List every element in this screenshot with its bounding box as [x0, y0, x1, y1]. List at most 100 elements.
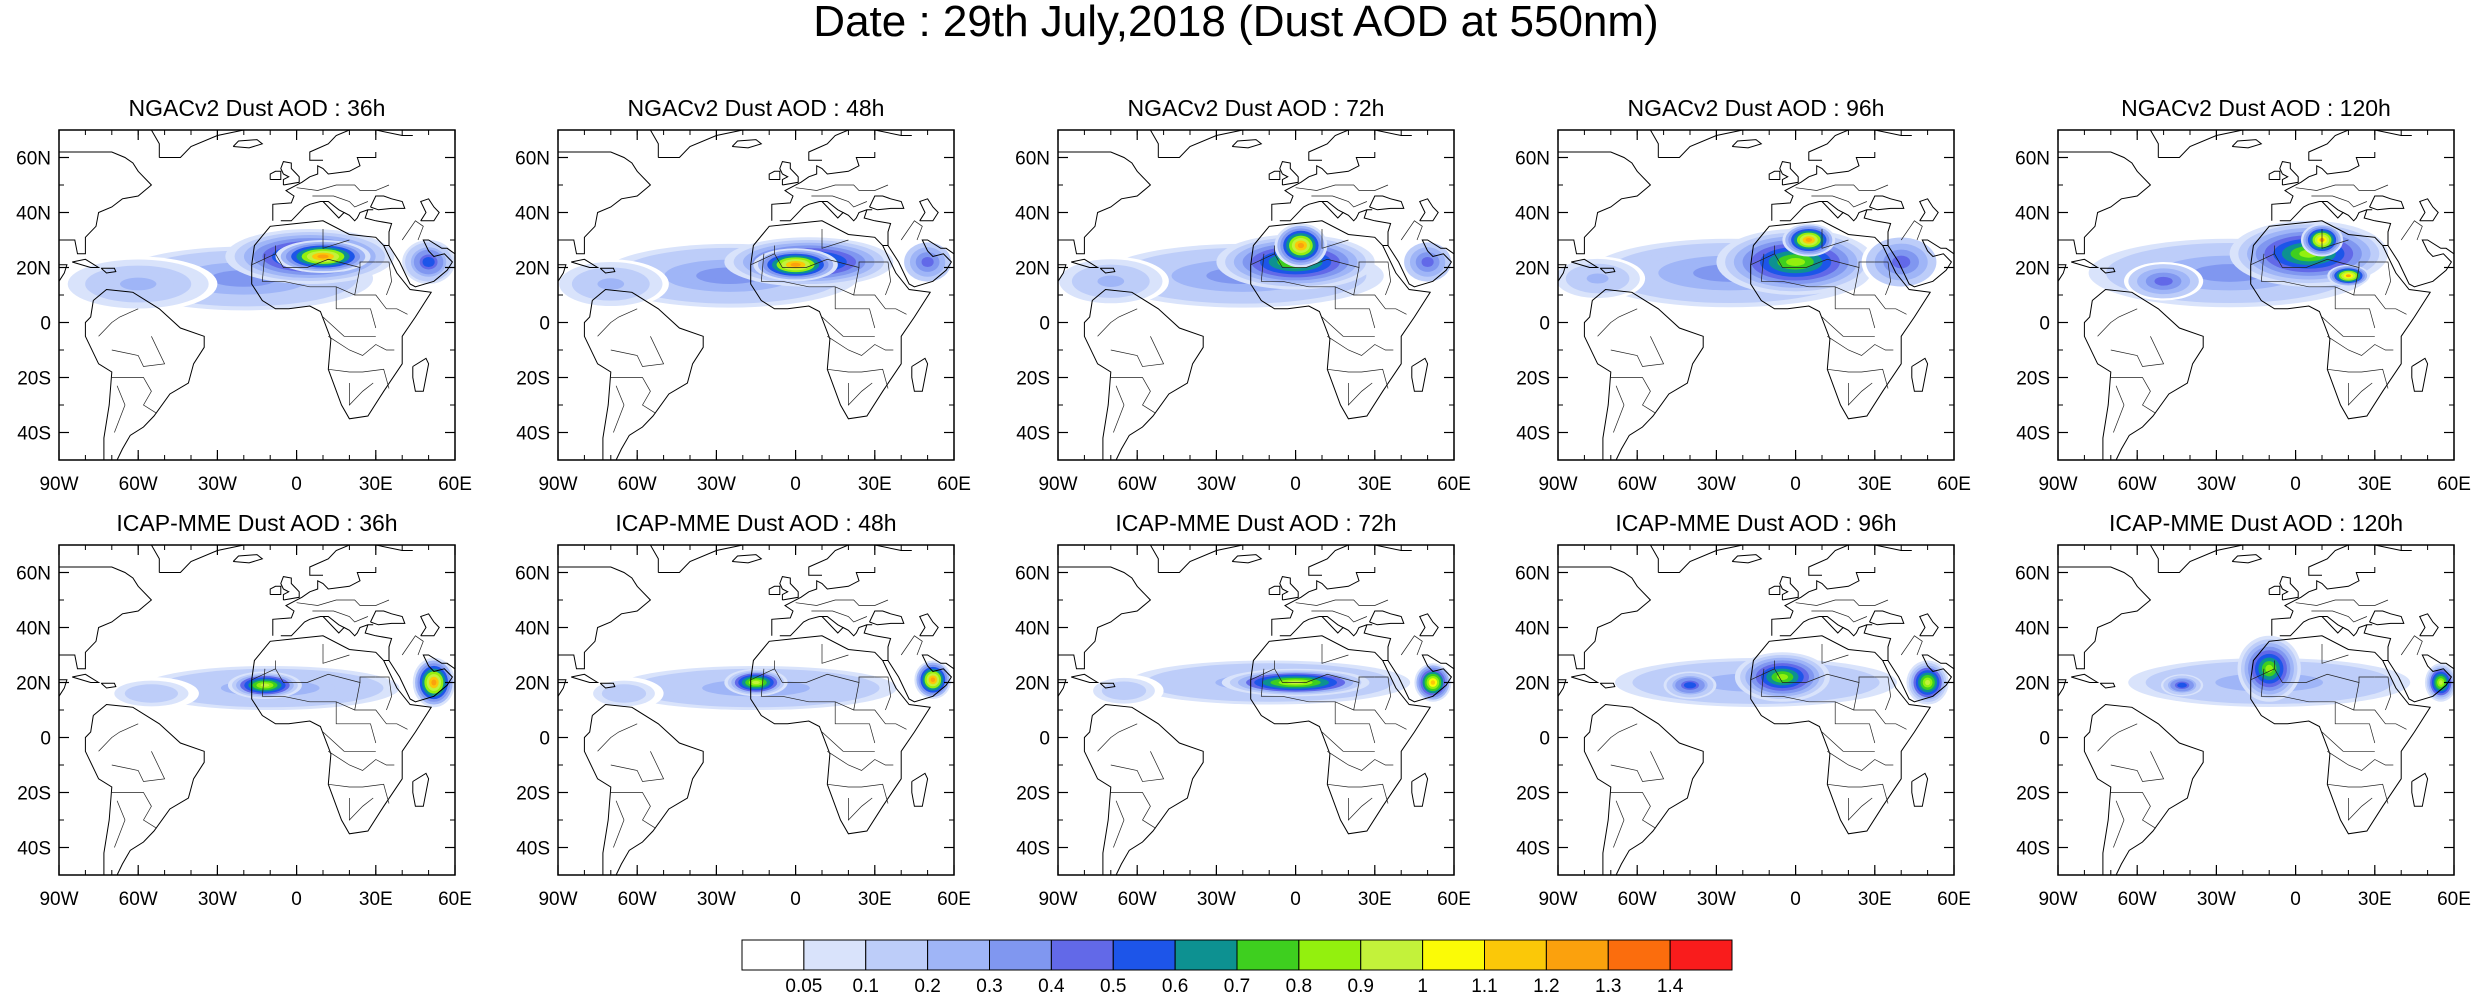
- lon-tick-label: 90W: [538, 474, 577, 495]
- colorbar-swatch: [1669, 939, 1733, 971]
- lat-tick-label: 60N: [515, 149, 550, 170]
- country-borders: [1097, 184, 1423, 433]
- colorbar-swatch: [1112, 939, 1176, 971]
- lat-tick-label: 20N: [2015, 674, 2050, 695]
- colorbar-swatch: [1607, 939, 1671, 971]
- dust-field: [59, 229, 455, 315]
- lon-tick-label: 0: [1290, 474, 1301, 495]
- panel-title: NGACv2 Dust AOD : 48h: [628, 95, 885, 121]
- lon-tick-label: 60W: [2118, 474, 2157, 495]
- lon-tick-label: 30W: [198, 889, 237, 910]
- lon-tick-label: 60W: [1118, 474, 1157, 495]
- map-panel-8: ICAP-MME Dust AOD : 96h 90W 60W 30W 0 30E 60E 6…: [1515, 510, 1971, 910]
- lon-tick-label: 30W: [697, 889, 736, 910]
- colorbar-label: 0.7: [1224, 976, 1250, 995]
- colorbar-label: 0.4: [1038, 976, 1065, 995]
- coastlines: [1058, 130, 1454, 460]
- lon-tick-label: 30E: [1858, 474, 1892, 495]
- colorbar-label: 0.05: [785, 976, 822, 995]
- dust-contour: [260, 683, 270, 687]
- lat-tick-label: 60N: [16, 564, 51, 585]
- map-panel-6: ICAP-MME Dust AOD : 48h 90W 60W 30W 0 30E 60E 6…: [515, 510, 971, 910]
- lon-tick-label: 60E: [1937, 474, 1971, 495]
- lat-tick-label: 0: [539, 314, 550, 335]
- lat-tick-label: 20N: [515, 674, 550, 695]
- dust-contour: [2210, 268, 2249, 278]
- dust-field: [584, 660, 952, 713]
- lat-tick-label: 20N: [16, 259, 51, 280]
- lon-tick-label: 60E: [1437, 889, 1471, 910]
- dust-field: [1597, 652, 1949, 710]
- lat-tick-label: 60N: [1015, 564, 1050, 585]
- lon-tick-label: 60W: [119, 474, 158, 495]
- panel-title: ICAP-MME Dust AOD : 96h: [1615, 510, 1896, 536]
- lon-tick-label: 90W: [2038, 474, 2077, 495]
- colorbar-label: 1.4: [1657, 976, 1684, 995]
- lat-tick-label: 40S: [1016, 424, 1050, 445]
- lon-tick-label: 60E: [937, 474, 971, 495]
- dust-contour: [2345, 274, 2351, 278]
- colorbar-swatch: [1236, 939, 1300, 971]
- map-panel-1: NGACv2 Dust AOD : 48h 90W 60W 30W 0 30E 60E 60N…: [515, 95, 971, 495]
- lon-tick-label: 30E: [359, 889, 393, 910]
- lat-tick-label: 20S: [1516, 784, 1550, 805]
- colorbar-swatch: [1360, 939, 1424, 971]
- colorbar-swatch: [803, 939, 867, 971]
- colorbar-label: 1: [1417, 976, 1428, 995]
- lat-tick-label: 40S: [1516, 839, 1550, 860]
- coastlines: [2058, 545, 2454, 875]
- dust-field: [1058, 223, 1454, 312]
- lon-tick-label: 60E: [2437, 889, 2471, 910]
- lat-tick-label: 40N: [1515, 204, 1550, 225]
- dust-contour: [2179, 683, 2185, 687]
- lat-tick-label: 20S: [516, 369, 550, 390]
- dust-contour: [924, 259, 931, 265]
- lat-tick-label: 0: [1039, 314, 1050, 335]
- lon-tick-label: 30E: [858, 889, 892, 910]
- lat-tick-label: 20N: [1515, 674, 1550, 695]
- lon-tick-label: 0: [790, 474, 801, 495]
- lon-tick-label: 0: [1290, 889, 1301, 910]
- colorbar-swatch: [1422, 939, 1485, 971]
- coastlines: [558, 545, 954, 875]
- panel-title: NGACv2 Dust AOD : 96h: [1628, 95, 1885, 121]
- lat-tick-label: 20S: [1516, 369, 1550, 390]
- dust-contour: [317, 254, 329, 259]
- colorbar-label: 0.5: [1100, 976, 1126, 995]
- lat-tick-label: 40N: [1015, 204, 1050, 225]
- lat-tick-label: 40N: [1015, 619, 1050, 640]
- lat-tick-label: 40S: [2016, 424, 2050, 445]
- colorbar-swatch: [1545, 939, 1609, 971]
- lat-tick-label: 60N: [1515, 564, 1550, 585]
- dust-field: [1084, 657, 1452, 708]
- dust-contour: [145, 691, 158, 696]
- lon-tick-label: 30W: [2197, 889, 2236, 910]
- lat-tick-label: 40S: [1016, 839, 1050, 860]
- dust-contour: [1430, 680, 1436, 685]
- lon-tick-label: 0: [291, 889, 302, 910]
- lat-tick-label: 20N: [1015, 674, 1050, 695]
- dust-contour: [431, 679, 437, 686]
- map-panels: NGACv2 Dust AOD : 36h 90W 60W 30W 0 30E 60E 60N…: [16, 95, 2471, 910]
- country-borders: [597, 599, 923, 848]
- dust-contour: [425, 259, 432, 265]
- dust-contour: [1119, 688, 1129, 693]
- lon-tick-label: 30W: [1197, 474, 1236, 495]
- lat-tick-label: 0: [2039, 729, 2050, 750]
- lon-tick-label: 0: [790, 889, 801, 910]
- dust-contour: [1776, 674, 1789, 680]
- colorbar-label: 1.1: [1471, 976, 1497, 995]
- lat-tick-label: 20S: [2016, 784, 2050, 805]
- lon-tick-label: 60W: [618, 474, 657, 495]
- lat-tick-label: 20S: [2016, 369, 2050, 390]
- lat-tick-label: 40N: [515, 619, 550, 640]
- country-borders: [1597, 184, 1923, 433]
- colorbar-swatch: [1050, 939, 1114, 971]
- colorbar-label: 0.1: [853, 976, 879, 995]
- lon-tick-label: 60W: [1618, 474, 1657, 495]
- lat-tick-label: 60N: [2015, 564, 2050, 585]
- lat-tick-label: 20N: [1015, 259, 1050, 280]
- dust-field: [2071, 220, 2388, 312]
- lat-tick-label: 0: [2039, 314, 2050, 335]
- lon-tick-label: 60E: [438, 889, 472, 910]
